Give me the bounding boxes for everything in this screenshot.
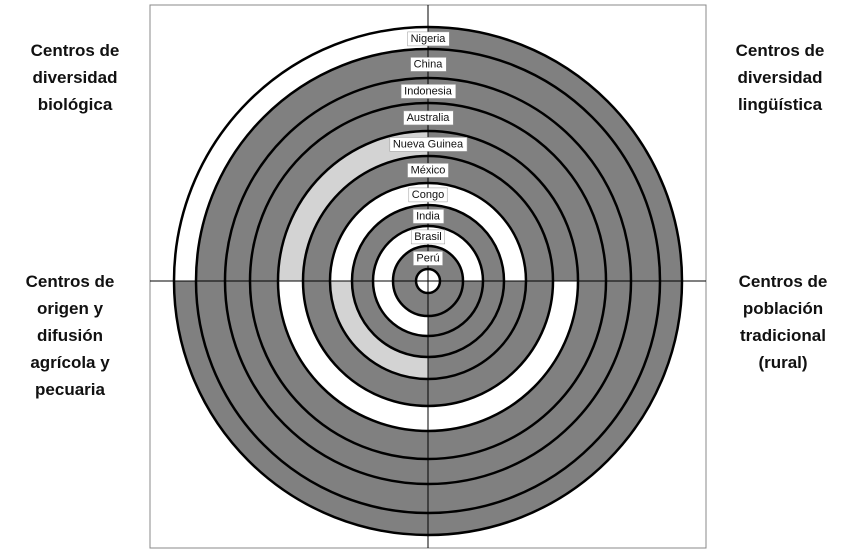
ring-label: Congo [412,189,444,201]
ring-sector [250,281,428,459]
ring-label: Perú [416,252,439,264]
ring-label-box [389,137,468,152]
ring-sector [196,49,428,281]
ring-sector [352,281,428,357]
ring-sector [225,281,428,484]
ring-sector [428,281,578,431]
ring-sector [278,281,428,431]
ring-label-box [400,84,456,99]
quadrant-label: difusión [37,326,103,345]
ring-label: Indonesia [404,85,453,97]
ring-sector [428,281,682,535]
ring-label-box [413,251,443,266]
quadrant-label: Centros de [739,272,828,291]
ring-sector [428,281,660,513]
quadrant-label: origen y [37,299,104,318]
ring-label: India [416,210,441,222]
quadrant-label: diversidad [737,68,822,87]
ring-label-box [410,229,446,245]
ring-label: Nigeria [411,33,447,45]
ring-sector [330,281,428,379]
quadrant-label: población [743,299,823,318]
ring-label-box [408,187,448,203]
quadrant-label: agrícola y [30,353,110,372]
ring-label: Australia [407,112,451,124]
labels: Nigeria China Indonesia Australia Nueva Guin… [389,31,468,266]
ring-label-box [403,110,454,126]
ring-sector [373,281,428,336]
quadrant-label: (rural) [758,353,807,372]
ring-label-box [412,209,445,224]
quadrant-label: Centros de [736,41,825,60]
ring-sector [330,183,428,281]
ring-sector [174,27,428,281]
ring-label-box [407,163,449,178]
ring-sector [428,183,526,281]
ring-sector [428,205,504,281]
quadrant-label: diversidad [32,68,117,87]
ring-sector [428,281,504,357]
quadrant-label: lingüística [738,95,823,114]
ring-sector [428,281,606,459]
quadrant-label: Centros de [26,272,115,291]
ring-label: Brasil [414,231,442,243]
ring-sector [428,281,483,336]
quadrant-label: Centros de [31,41,120,60]
quadrant-label: biológica [38,95,113,114]
ring-sector [174,281,428,535]
ring-sector [428,281,631,484]
quadrant-label: tradicional [740,326,826,345]
ring-sector [196,281,428,513]
ring-sector [428,27,682,281]
ring-sector [428,281,526,379]
ring-sector [428,49,660,281]
ring-label: China [414,58,444,70]
ring-label-box [410,57,447,72]
quadrant-label: pecuaria [35,380,105,399]
ring-label-box [407,31,450,47]
ring-label: México [411,164,446,176]
ring-label: Nueva Guinea [393,138,464,150]
ring-sector [352,205,428,281]
